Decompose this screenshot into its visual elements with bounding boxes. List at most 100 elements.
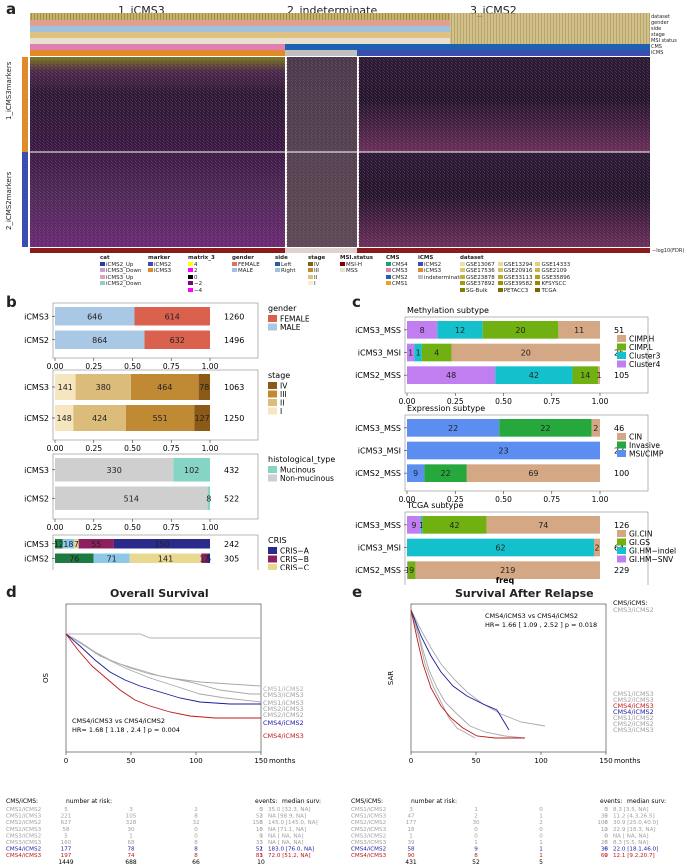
risk-count: 0 (539, 827, 543, 833)
bar-segment (451, 343, 600, 362)
risk-count: 0 (194, 827, 198, 833)
risk-count: 1 (539, 847, 543, 853)
legend-item: −2 (188, 281, 215, 288)
legend-item: 2 (188, 268, 215, 275)
legend-item: GSE2109 (535, 268, 570, 275)
risk-count: 0 (259, 807, 263, 813)
category-label: iCMS3_MSS (355, 521, 401, 530)
segment-label: 11 (574, 326, 584, 335)
x-tick-label: 0.50 (124, 444, 141, 453)
bar-segment (420, 516, 423, 534)
curve-label: CMS2/iCMS3 (613, 696, 654, 704)
annotation-tracks (30, 13, 650, 56)
x-tick-label: 0.50 (495, 495, 512, 504)
legend-stage: stage IV III II I (308, 255, 326, 288)
segment-label: 69 (528, 469, 538, 478)
legend-label: CRIS−B (280, 555, 309, 564)
risk-count: 8 (474, 853, 478, 859)
bar-segment (421, 343, 452, 362)
x-tick-label: 0 (409, 757, 413, 765)
legend-swatch (268, 466, 277, 473)
bar-segment (407, 516, 421, 534)
bar-segment (486, 516, 600, 534)
segment-label: 141 (58, 383, 73, 392)
legend-swatch (617, 335, 626, 342)
survival-curve (410, 609, 546, 727)
category-label: iCMS3 (24, 312, 49, 321)
category-label: iCMS2_MSS (355, 469, 401, 478)
risk-group: CMS1/iCMS2 (6, 807, 41, 813)
survival-curve (65, 633, 261, 719)
risk-total: 66 (192, 859, 200, 866)
category-label: iCMS2 (24, 414, 49, 423)
legend-label: CIMP.L (629, 343, 654, 352)
median-surv: 12.1 [9.2,20.7] (613, 853, 655, 859)
segment-label: 551 (152, 414, 167, 423)
legend-label: GI.HM−indel (629, 547, 676, 556)
x-tick-label: 0.25 (85, 444, 102, 453)
curve-label: CMS4/iCMS2 (613, 708, 654, 716)
event-count: 0 (604, 833, 608, 839)
segment-label: 76 (69, 554, 79, 563)
segment-label: 22 (441, 469, 451, 478)
curve-label: CMS3/iCMS2 (613, 606, 654, 614)
risk-count: 90 (407, 853, 415, 859)
total-label: 522 (224, 494, 239, 503)
median-surv: NA [71.1, NA] (268, 827, 306, 833)
chart-title: TCGA subtype (406, 501, 463, 510)
segment-label: 4 (434, 349, 439, 358)
track-icms: iCMS (651, 50, 664, 56)
bar-segment (591, 419, 600, 437)
panel-b-chart: iCMS3 646 614 1260 iCMS2 864 632 1496 0.00 0.25 0.… (24, 302, 335, 570)
bar-segment (113, 539, 210, 549)
legend-item: CMS4 (386, 261, 408, 269)
total-label: 1260 (224, 312, 244, 321)
legend-label: CIMP.H (629, 335, 654, 344)
median-surv: 22.0 [18.1,46.0] (613, 847, 658, 853)
events-header: events: (255, 798, 277, 805)
legend-swatch (268, 382, 277, 389)
bar-segment (134, 307, 210, 326)
category-label: iCMS3 (24, 383, 49, 392)
category-label: iCMS3_MSI (358, 544, 401, 553)
legend-item: SG-Bulk (460, 287, 495, 295)
risk-count: 0 (539, 833, 543, 839)
legend-item: GSE20916 (497, 268, 532, 275)
bar-segment (129, 553, 202, 563)
segment-label: 42 (449, 521, 459, 530)
risk-group-header: CMS/iCMS: (6, 798, 38, 805)
bar-segment (593, 538, 600, 557)
x-tick-label: 1.00 (202, 444, 219, 453)
legend-gender: gender FEMALE MALE (232, 255, 260, 275)
segment-label: 380 (96, 383, 111, 392)
chart-histological-type: iCMS3 330 102 432 iCMS2 514 8 522 0.00 0.25 0.50 0.… (24, 453, 335, 532)
risk-count: 1 (474, 807, 478, 813)
panel-b-label: b (6, 293, 17, 311)
survival-curve (65, 633, 261, 705)
segment-label: 48 (446, 371, 456, 380)
legend-item: CMS3 (386, 268, 408, 275)
legend-item: GSE14333 (535, 261, 570, 269)
event-count: 36 (601, 847, 609, 853)
legend-item: MALE (232, 268, 260, 275)
risk-count: 160 (61, 840, 72, 846)
median-header: median surv: (282, 798, 321, 805)
event-count: 12 (601, 827, 608, 833)
risk-count: 0 (604, 820, 608, 826)
segment-label: 514 (124, 494, 139, 503)
curve-label: CMS2/iCMS2 (263, 711, 304, 719)
legend-swatch (268, 323, 277, 331)
risk-total: 1449 (58, 859, 73, 866)
risk-count: 1 (539, 840, 543, 846)
segment-label: 22 (540, 424, 550, 433)
risk-count: 1 (539, 814, 543, 820)
curve-label: CMS3/iCMS3 (263, 691, 304, 699)
bar-segment (598, 366, 600, 384)
bar-segment (62, 539, 75, 549)
legend-item: GSE13067 (460, 261, 495, 269)
risk-count: 39 (407, 840, 415, 846)
median-surv: NA [ NA, NA] (613, 833, 649, 839)
stat-hr: HR= 1.68 [ 1.18 , 2.4 ] p = 0.004 (72, 726, 180, 734)
bar-segment (55, 539, 63, 549)
